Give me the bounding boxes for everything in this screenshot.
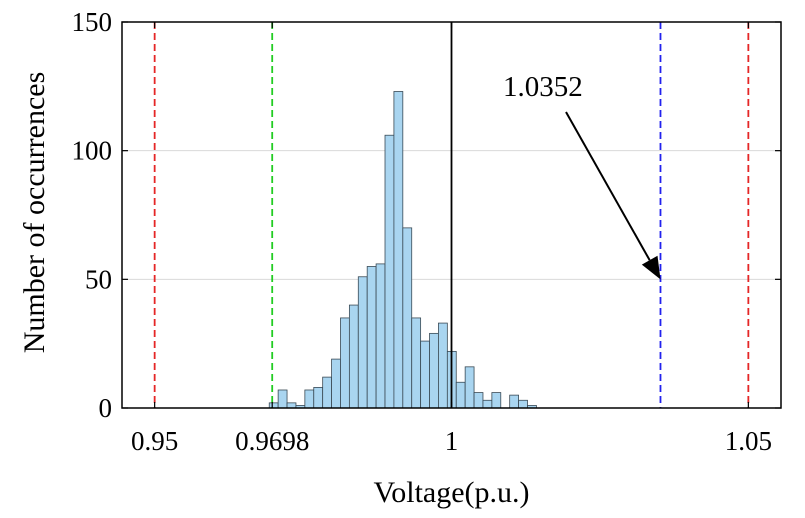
histogram-bar (464, 366, 475, 409)
histogram-bar (491, 392, 502, 409)
x-tick-label: 0.9698 (235, 426, 309, 456)
annotation-label: 1.0352 (503, 71, 583, 103)
histogram-bar (286, 402, 297, 409)
histogram-bar (393, 91, 404, 409)
histogram-bar (313, 387, 324, 409)
y-axis-label: Number of occurrences (18, 72, 51, 354)
histogram-bar (277, 389, 288, 409)
histogram-bar (331, 358, 341, 409)
x-axis-label: Voltage(p.u.) (373, 476, 529, 509)
histogram-bar (455, 381, 466, 409)
y-tick-label: 100 (72, 136, 113, 166)
histogram-bar (411, 317, 422, 409)
histogram-bars (268, 91, 537, 409)
histogram-bar (482, 399, 493, 409)
histogram-bar (268, 402, 279, 409)
histogram-bar (509, 394, 519, 409)
y-tick-label: 50 (85, 264, 112, 294)
annotation: 1.0352 (503, 71, 661, 280)
histogram-bar (304, 389, 315, 409)
annotation-arrow (565, 111, 651, 261)
histogram-bar (366, 266, 377, 409)
x-tick-label: 0.95 (131, 426, 178, 456)
histogram-bar (348, 304, 359, 409)
histogram-bar (429, 332, 439, 409)
histogram-bar (340, 317, 350, 409)
x-tick-label: 1.05 (725, 426, 772, 456)
annotation-arrowhead (641, 255, 661, 280)
histogram-bar (438, 322, 448, 409)
histogram-bar (384, 134, 395, 409)
y-tick-label: 150 (72, 7, 113, 37)
histogram-bar (420, 340, 430, 409)
histogram-bar (473, 392, 484, 409)
histogram-bar (357, 276, 368, 409)
axis-ticks: 0.95 0.9698 1 1.05 0 50 100 150 (72, 7, 781, 456)
histogram-bar (322, 376, 332, 409)
reference-lines (153, 22, 750, 408)
x-tick-label: 1 (445, 426, 459, 456)
histogram-bar (518, 399, 528, 409)
histogram-bar (375, 263, 386, 409)
histogram-bar (402, 227, 413, 409)
y-tick-label: 0 (99, 393, 113, 423)
